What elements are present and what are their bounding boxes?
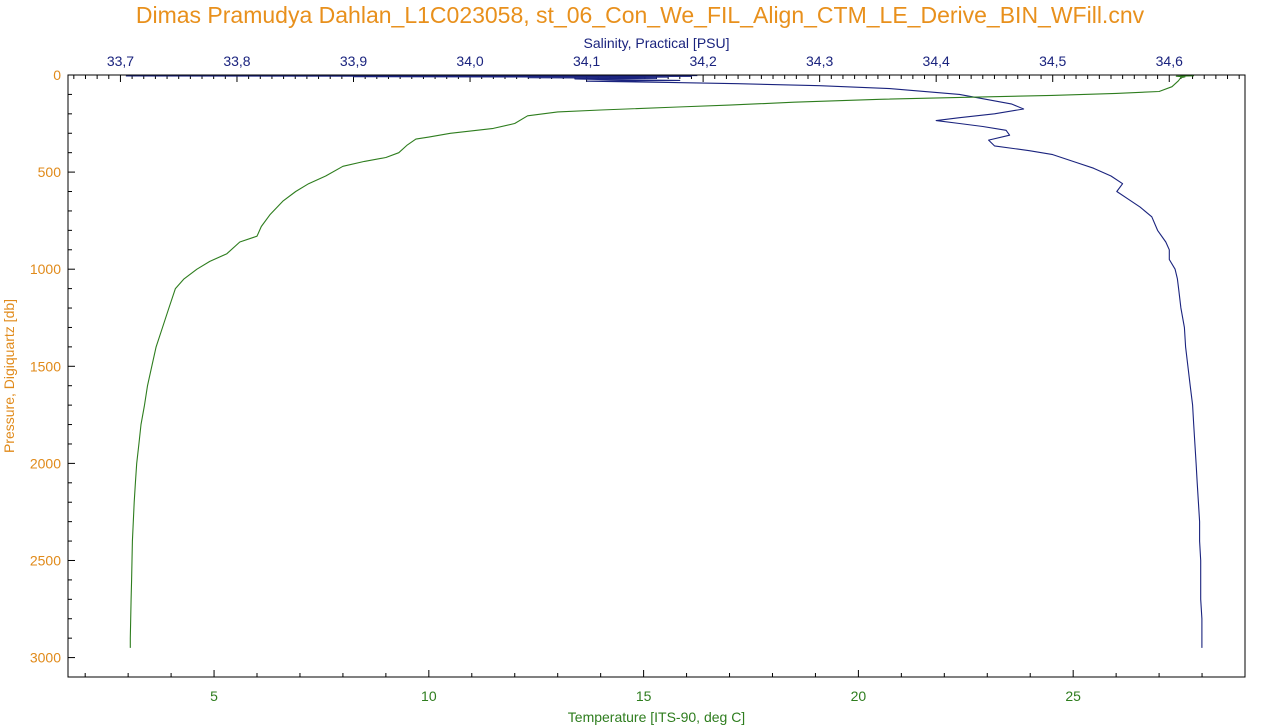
temperature-tick-label: 20 (851, 688, 867, 704)
pressure-tick-label: 1500 (30, 358, 61, 374)
salinity-tick-label: 33,8 (223, 53, 250, 69)
salinity-tick-label: 34,5 (1039, 53, 1066, 69)
temperature-tick-label: 25 (1065, 688, 1081, 704)
salinity-tick-label: 33,9 (340, 53, 367, 69)
pressure-axis-title: Pressure, Digiquartz [db] (1, 299, 17, 453)
temperature-tick-label: 15 (636, 688, 652, 704)
pressure-tick-label: 0 (53, 67, 61, 83)
salinity-tick-label: 33,7 (107, 53, 134, 69)
salinity-tick-label: 34,1 (573, 53, 600, 69)
pressure-tick-label: 2500 (30, 552, 61, 568)
temperature-tick-label: 5 (210, 688, 218, 704)
salinity-tick-label: 34,0 (456, 53, 483, 69)
pressure-tick-label: 1000 (30, 261, 61, 277)
temperature-axis-title: Temperature [ITS-90, deg C] (568, 709, 745, 725)
salinity-axis-title: Salinity, Practical [PSU] (583, 35, 729, 51)
chart-marks: 0 500 1000 1500 2000 2500 3000 Pressure, Digiqu… (1, 35, 1246, 725)
chart-title: Dimas Pramudya Dahlan_L1C023058, st_06_C… (135, 2, 1145, 28)
pressure-tick-label: 3000 (30, 650, 61, 666)
salinity-tick-label: 34,4 (923, 53, 950, 69)
salinity-tick-label: 34,6 (1156, 53, 1183, 69)
salinity-profile-line (125, 75, 1203, 648)
pressure-tick-label: 500 (38, 164, 62, 180)
salinity-tick-label: 34,2 (689, 53, 716, 69)
salinity-tick-label: 34,3 (806, 53, 833, 69)
pressure-tick-label: 2000 (30, 455, 61, 471)
temperature-profile-line (129, 74, 1195, 648)
temperature-tick-label: 10 (421, 688, 437, 704)
plot-frame (67, 74, 1246, 678)
